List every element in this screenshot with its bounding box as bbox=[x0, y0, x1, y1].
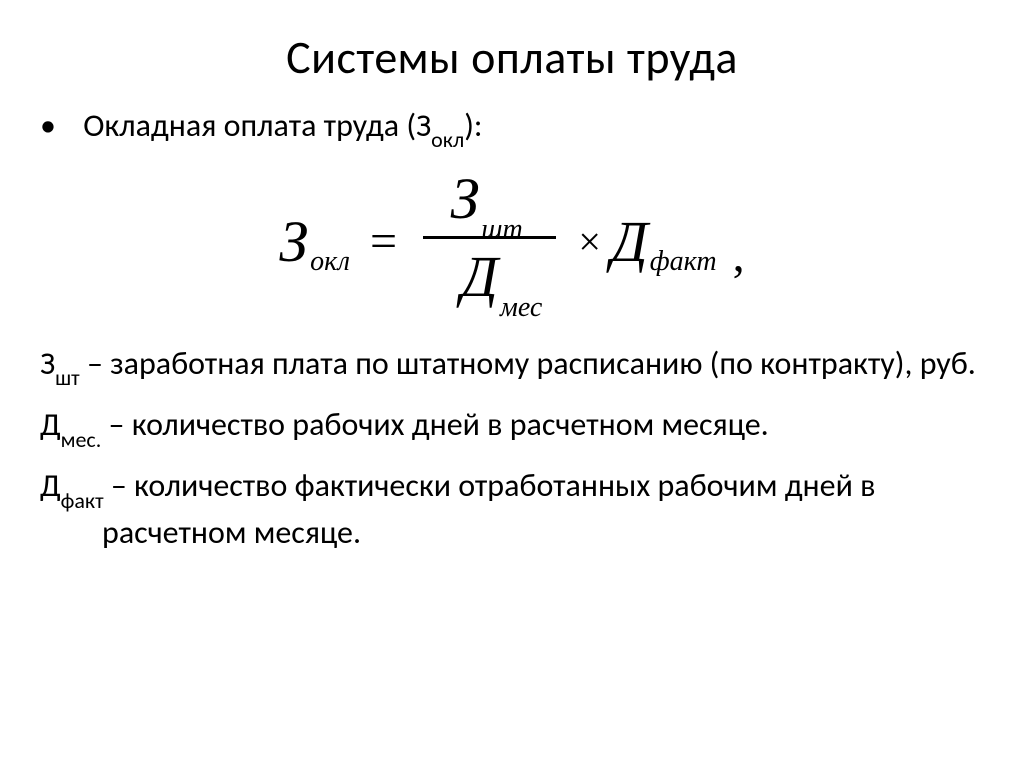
def-dash: – bbox=[80, 344, 110, 383]
fraction-denominator: Д мес bbox=[423, 243, 556, 310]
def-term: Дмес. bbox=[40, 405, 101, 444]
formula: З окл = З шт Д мес × Д факт , bbox=[279, 169, 744, 314]
def-dash: – bbox=[104, 466, 134, 505]
definition-zsht: Зшт – заработная плата по штатному распи… bbox=[40, 342, 984, 389]
formula-lhs-main: З bbox=[279, 208, 308, 275]
den-main: Д bbox=[461, 243, 498, 310]
def-term-main: З bbox=[40, 344, 55, 383]
formula-lhs-sub: окл bbox=[310, 246, 350, 278]
def-text: количество рабочих дней в расчетном меся… bbox=[132, 405, 769, 444]
definition-dmes: Дмес. – количество рабочих дней в расчет… bbox=[40, 403, 984, 450]
bullet-salary-system: Окладная оплата труда (Зокл): bbox=[40, 104, 984, 151]
fraction-numerator: З шт bbox=[443, 165, 537, 232]
formula-fraction: З шт Д мес bbox=[423, 165, 556, 310]
den-sub: мес bbox=[500, 292, 542, 324]
formula-times: × bbox=[578, 218, 601, 265]
formula-container: З окл = З шт Д мес × Д факт , bbox=[40, 169, 984, 314]
def-term: Дфакт bbox=[40, 466, 104, 505]
formula-equals: = bbox=[370, 214, 397, 269]
def-text: заработная плата по штатному расписанию … bbox=[110, 344, 976, 383]
num-sub: шт bbox=[481, 214, 522, 246]
formula-rhs-sub: факт bbox=[650, 246, 717, 278]
def-term-main: Д bbox=[40, 466, 61, 505]
formula-comma: , bbox=[733, 228, 745, 283]
definition-dfakt: Дфакт – количество фактически отработанн… bbox=[40, 464, 984, 554]
def-term-main: Д bbox=[40, 405, 61, 444]
bullet-suffix: ): bbox=[464, 106, 482, 145]
slide-title: Системы оплаты труда bbox=[40, 30, 984, 86]
bullet-prefix: Окладная оплата труда (З bbox=[83, 106, 431, 145]
formula-rhs-main: Д bbox=[611, 208, 648, 275]
num-main: З bbox=[451, 165, 480, 232]
bullet-subscript: окл bbox=[431, 126, 464, 153]
def-text: количество фактически отработанных рабоч… bbox=[102, 466, 875, 552]
def-term-sub: шт bbox=[55, 364, 80, 391]
def-dash: – bbox=[101, 405, 131, 444]
def-term-sub: мес. bbox=[61, 426, 102, 453]
def-term-sub: факт bbox=[61, 487, 104, 514]
def-term: Зшт bbox=[40, 344, 80, 383]
slide: Системы оплаты труда Окладная оплата тру… bbox=[0, 0, 1024, 767]
